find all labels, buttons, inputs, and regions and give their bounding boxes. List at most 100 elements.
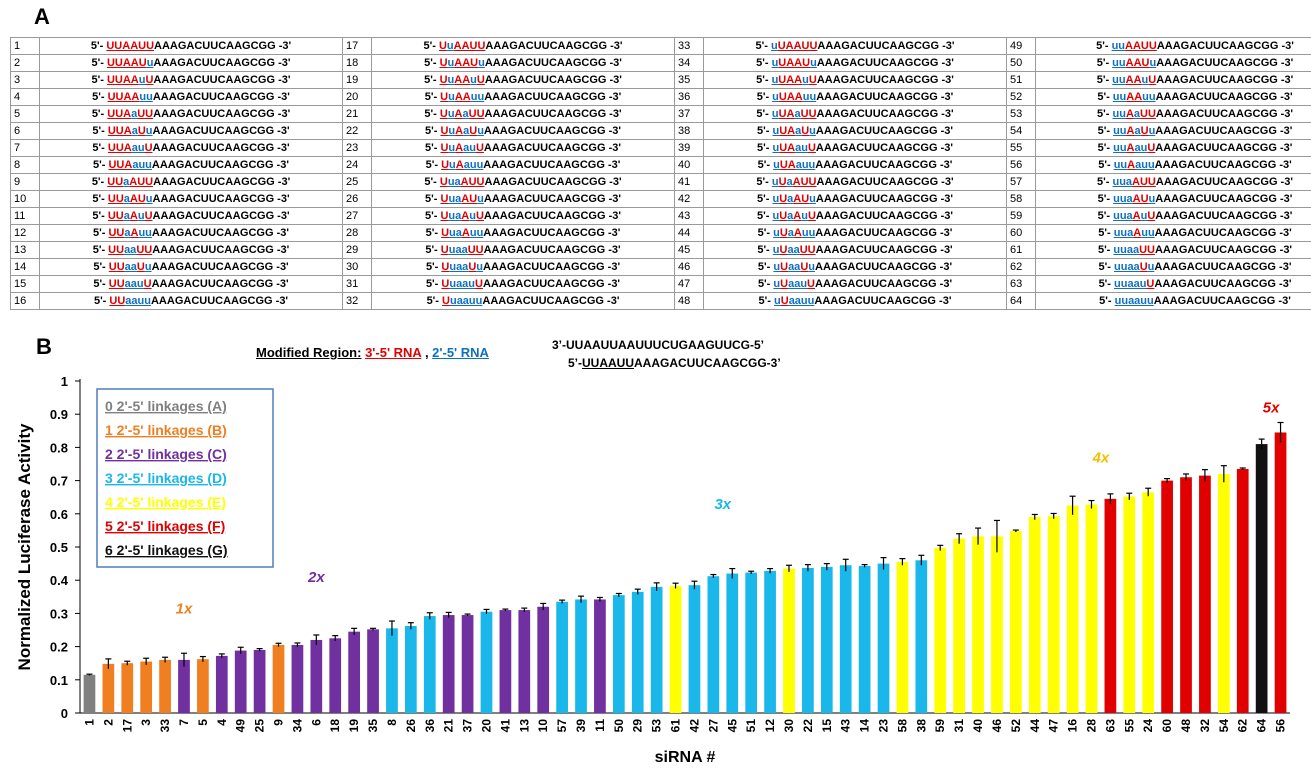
- seq-unmodified-segment: AAAGACUUCAAGCGG: [151, 159, 274, 171]
- x-tick-label: 53: [650, 719, 664, 733]
- bar: [896, 561, 909, 713]
- bar: [121, 663, 134, 713]
- seq-2-5-segment: uu: [1113, 125, 1127, 137]
- bar: [972, 536, 984, 713]
- seq-3-5-segment: U: [475, 142, 484, 154]
- seq-3-5-segment: UUAAU: [106, 57, 147, 69]
- seq-2-5-segment: u: [447, 74, 455, 86]
- sirna-number: 22: [342, 122, 372, 140]
- seq-3-5-segment: U: [441, 227, 450, 239]
- seq-3-5-segment: UAA: [778, 74, 803, 86]
- sirna-sequence: 5'- uUaAUuAAAGACUUCAAGCGG -3': [703, 190, 1007, 208]
- x-tick-label: 34: [290, 719, 304, 733]
- seq-3-5-segment: AU: [1132, 193, 1149, 205]
- seq-suffix: -3': [606, 74, 622, 86]
- x-tick-label: 2: [101, 719, 115, 726]
- sirna-sequence: 5'- uuAaUUAAAGACUUCAAGCGG -3': [1035, 105, 1311, 123]
- seq-suffix: -3': [939, 40, 955, 52]
- sirna-number: 16: [10, 292, 40, 310]
- seq-2-5-segment: a: [787, 193, 794, 205]
- seq-2-5-segment: aauu: [788, 295, 815, 307]
- seq-2-5-segment: u: [470, 74, 477, 86]
- bar: [1009, 531, 1022, 713]
- seq-suffix: -3': [1275, 295, 1291, 307]
- sirna-number: 10: [10, 190, 40, 208]
- seq-3-5-segment: U: [807, 142, 816, 154]
- seq-2-5-segment: auu: [1135, 159, 1155, 171]
- seq-2-5-segment: aauu: [125, 295, 151, 307]
- seq-prefix: 5'-: [757, 227, 774, 239]
- x-tick-label: 27: [706, 719, 720, 733]
- x-tick-label: 50: [612, 719, 626, 733]
- seq-2-5-segment: u: [810, 57, 817, 69]
- seq-2-5-segment: u: [771, 57, 779, 69]
- seq-unmodified-segment: AAAGACUUCAAGCGG: [817, 40, 940, 52]
- seq-3-5-segment: AUU: [129, 176, 154, 188]
- seq-2-5-segment: uu: [1112, 57, 1126, 69]
- sirna-sequence: 5'- UUaaUuAAAGACUUCAAGCGG -3': [39, 258, 343, 276]
- bar: [197, 659, 209, 713]
- x-tick-label: 29: [631, 719, 645, 733]
- seq-2-5-segment: uu: [801, 227, 816, 239]
- seq-2-5-segment: auu: [463, 159, 484, 171]
- seq-suffix: -3': [937, 125, 953, 137]
- bar: [1161, 480, 1173, 713]
- x-tick-label: 28: [1084, 719, 1098, 733]
- x-tick-label: 11: [593, 719, 607, 732]
- seq-unmodified-segment: AAAGACUUCAAGCGG: [482, 278, 605, 290]
- x-tick-label: 57: [555, 719, 569, 733]
- sirna-number: 52: [1006, 88, 1036, 106]
- seq-suffix: -3': [273, 159, 289, 171]
- seq-3-5-segment: U: [137, 125, 146, 137]
- seq-prefix: 5'-: [1096, 57, 1113, 69]
- seq-prefix: 5'-: [424, 57, 440, 69]
- seq-prefix: 5'-: [1097, 210, 1114, 222]
- seq-prefix: 5'-: [91, 57, 107, 69]
- seq-prefix: 5'-: [1097, 244, 1114, 256]
- bar: [688, 585, 701, 713]
- seq-3-5-segment: UUAAUU: [106, 40, 155, 52]
- seq-unmodified-segment: AAAGACUUCAAGCGG: [816, 74, 939, 86]
- seq-unmodified-segment: AAAGACUUCAAGCGG: [483, 244, 606, 256]
- seq-2-5-segment: u: [449, 159, 456, 171]
- sirna-sequence: 5'- uUaAuuAAAGACUUCAAGCGG -3': [703, 224, 1007, 242]
- bar: [404, 626, 417, 713]
- x-tick-label: 16: [1066, 719, 1080, 733]
- seq-3-5-segment: UAAUU: [777, 40, 818, 52]
- seq-3-5-segment: U: [438, 40, 447, 52]
- x-tick-label: 56: [1274, 719, 1288, 733]
- seq-prefix: 5'-: [425, 159, 442, 171]
- table-row: 14 5'- UUaaUuAAAGACUUCAAGCGG -3' 30 5'- Uua…: [10, 258, 1311, 276]
- bar: [83, 674, 96, 713]
- y-axis-label: Normalized Luciferase Activity: [15, 423, 34, 670]
- bar: [1217, 473, 1230, 713]
- sirna-sequence: 5'- uuaaUuAAAGACUUCAAGCGG -3': [1035, 258, 1311, 276]
- sirna-sequence: 5'- UuaaUUAAAGACUUCAAGCGG -3': [371, 241, 675, 259]
- x-tick-label: 31: [952, 719, 966, 733]
- seq-prefix: 5'-: [425, 244, 441, 256]
- seq-2-5-segment: u: [770, 40, 778, 52]
- seq-3-5-segment: AAU: [1125, 57, 1150, 69]
- seq-prefix: 5'-: [93, 227, 109, 239]
- bar: [1142, 492, 1155, 713]
- seq-3-5-segment: U: [778, 176, 787, 188]
- seq-3-5-segment: U: [440, 91, 449, 103]
- seq-3-5-segment: U: [807, 278, 815, 290]
- seq-suffix: -3': [1276, 159, 1292, 171]
- sense-modified-region: UUAAUU: [582, 356, 635, 370]
- seq-prefix: 5'-: [424, 74, 440, 86]
- bar: [1104, 498, 1117, 713]
- seq-2-5-segment: aa: [788, 261, 801, 273]
- seq-3-5-segment: UU: [468, 108, 485, 120]
- seq-3-5-segment: UAA: [778, 91, 803, 103]
- x-tick-label: 45: [725, 719, 739, 733]
- seq-unmodified-segment: AAAGACUUCAAGCGG: [152, 210, 275, 222]
- bar: [386, 628, 398, 713]
- seq-prefix: 5'-: [1097, 176, 1113, 188]
- seq-2-5-segment: u: [448, 125, 456, 137]
- seq-prefix: 5'-: [1098, 261, 1114, 273]
- bar: [1236, 468, 1249, 713]
- seq-3-5-segment: AU: [129, 193, 146, 205]
- seq-prefix: 5'-: [91, 74, 107, 86]
- sirna-number: 26: [342, 190, 372, 208]
